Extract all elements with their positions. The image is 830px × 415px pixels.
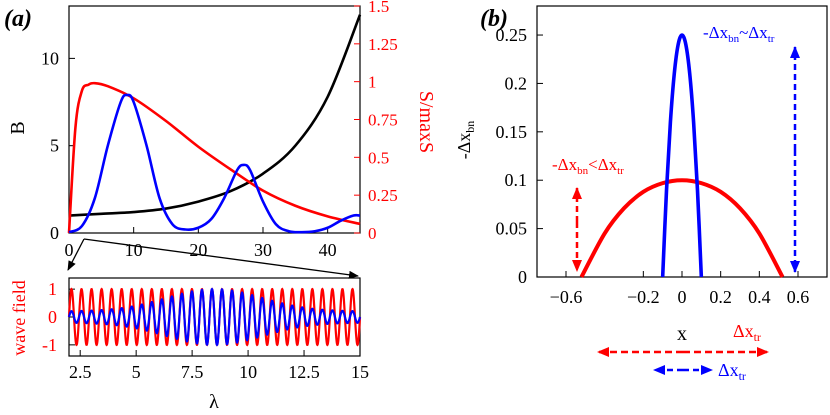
x-tick-label: 12.5 [288,362,320,382]
panel-a-top-x-ticks: 0 10 20 30 40 [65,227,337,260]
panel-a-label: (a) [4,6,32,32]
red-width-label-sub: tr [754,330,761,344]
x-tick-label: 10 [125,240,143,260]
x-tick-label: 30 [254,240,272,260]
y-tick-label: 0.25 [368,186,398,205]
panel-a-bottom-x-axis-label: λ [209,391,219,413]
profile-line-blue [660,33,704,278]
blue-annotation-b: Δx [748,23,768,42]
x-tick-label: 10 [239,362,257,382]
panel-a-top-frame [68,5,361,234]
panel-a-top-left-y-ticks: 0 5 10 [41,48,75,243]
panel-b-series [579,33,785,278]
x-tick-label: 0 [678,287,687,307]
y-tick-label: 0.5 [368,148,389,167]
x-tick-label: 7.5 [181,362,204,382]
panel-b-y-axis-label-main: -Δx [454,133,474,160]
blue-width-label: Δxtr [718,360,746,383]
panel-a-bottom-y-ticks: -1 0 1 [42,279,75,355]
x-tick-label: 15 [351,362,369,382]
y-tick-label: 0.15 [496,122,528,142]
panel-a-top-series [67,14,362,234]
y-tick-label: 0 [368,224,377,243]
panel-b-y-ticks: 0 0.05 0.1 0.15 0.2 0.25 [496,25,543,287]
blue-annotation-b-sub: tr [768,33,775,45]
y-tick-label: 0.2 [505,73,528,93]
red-annotation-a-sub: bn [577,165,589,177]
y-tick-label: -1 [42,335,57,355]
series-line-red [67,81,361,234]
x-tick-label: 20 [189,240,207,260]
panel-b-x-axis-label: x [677,323,687,345]
red-width-label: Δxtr [733,321,761,344]
panel-a-right-y-axis-label: S/maxS [415,91,437,153]
series-line-black [68,14,362,217]
y-tick-label: 0 [50,223,59,243]
y-tick-label: 0.75 [368,111,398,130]
y-tick-label: 1 [368,73,377,92]
x-tick-label: 0.6 [787,287,810,307]
red-annotation-b-sub: tr [617,165,624,177]
red-width-label-main: Δx [733,321,754,341]
panel-b-x-ticks: −0.6 −0.2 0 0.2 0.4 0.6 [550,271,810,307]
panel-a-top-right-y-ticks: 0 0.25 0.5 0.75 1 1.25 1.5 [354,0,398,243]
x-tick-label: 0.4 [748,287,771,307]
panel-a-bottom-y-axis-label: wave field [9,280,29,355]
x-tick-label: 0 [65,240,74,260]
x-tick-label: 0.2 [709,287,732,307]
panel-b-frame [536,5,828,278]
y-tick-label: 10 [41,48,59,68]
blue-width-label-sub: tr [739,369,746,383]
blue-annotation-a: -Δx [703,23,729,42]
panel-a-left-y-axis-label: B [7,121,29,134]
panel-a-bottom: 2.5 5 7.5 10 12.5 15 -1 0 1 wave field λ [9,277,369,413]
series-line-blue [68,93,361,234]
red-annotation-rel: < [588,155,598,174]
x-tick-label: −0.6 [550,287,583,307]
y-tick-label: 0.25 [496,25,528,45]
blue-annotation-label: -Δxbn~Δxtr [703,23,775,45]
panel-b-y-axis-label-sub: bn [463,121,477,133]
panel-b: (b) −0.6 −0.2 0 0.2 0.4 0.6 0 0.05 0.1 0.15 0.2 0.… [454,5,828,383]
wave-line-blue [67,287,362,347]
panel-a-bottom-series [67,287,362,347]
y-tick-label: 1.25 [368,35,398,54]
y-tick-label: 0 [48,307,57,327]
y-tick-label: 1.5 [368,0,389,16]
blue-annotation-a-sub: bn [728,33,740,45]
panel-b-y-axis-label: -Δxbn [454,121,477,160]
y-tick-label: 0 [518,267,527,287]
y-tick-label: 1 [48,279,57,299]
zoom-arrow-right [83,238,359,279]
red-annotation-label: -Δxbn<Δxtr [552,155,624,177]
x-tick-label: 40 [319,240,337,260]
y-tick-label: 5 [50,136,59,156]
y-tick-label: 0.1 [505,170,528,190]
panel-a-bottom-x-ticks: 2.5 5 7.5 10 12.5 15 [69,350,369,382]
x-tick-label: 5 [132,362,141,382]
x-tick-label: 2.5 [69,362,92,382]
profile-line-red [579,178,785,278]
red-annotation-a: -Δx [552,155,578,174]
red-annotation-b: Δx [598,155,618,174]
blue-width-label-main: Δx [718,360,739,380]
x-tick-label: −0.2 [627,287,660,307]
y-tick-label: 0.05 [496,219,528,239]
blue-annotation-rel: ~ [739,23,748,42]
panel-b-label: (b) [480,6,508,32]
zoom-arrow-left [67,238,85,271]
